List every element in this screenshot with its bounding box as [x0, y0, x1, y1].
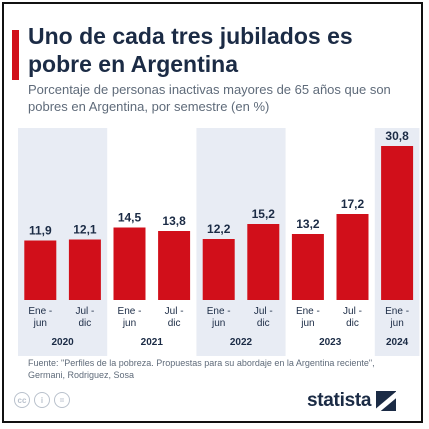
bar-value-label: 13,2	[296, 217, 320, 231]
year-label: 2023	[319, 337, 342, 348]
year-label: 2022	[230, 337, 253, 348]
x-tick-label: Ene -	[207, 306, 231, 317]
bar-value-label: 15,2	[252, 207, 276, 221]
x-tick-label: Jul -	[254, 306, 273, 317]
license-icons: cc i =	[14, 392, 70, 408]
x-tick-label: dic	[346, 318, 359, 329]
x-tick-label: Jul -	[75, 306, 94, 317]
x-tick-label: dic	[168, 318, 181, 329]
bar	[381, 146, 414, 300]
bar-value-label: 14,5	[118, 211, 142, 225]
bar	[113, 227, 146, 300]
x-tick-label: Ene -	[28, 306, 52, 317]
x-tick-label: jun	[211, 318, 225, 329]
bar-value-label: 17,2	[341, 197, 365, 211]
chart-title: Uno de cada tres jubilados es pobre en A…	[28, 23, 353, 77]
bar	[291, 234, 324, 300]
bar-value-label: 13,8	[162, 214, 186, 228]
bar-value-label: 12,1	[73, 223, 97, 237]
year-label: 2021	[141, 337, 164, 348]
x-tick-label: Ene -	[296, 306, 320, 317]
x-tick-label: Ene -	[385, 306, 409, 317]
bar	[247, 224, 280, 300]
x-tick-label: Jul -	[343, 306, 362, 317]
chart-frame	[2, 2, 423, 423]
x-tick-label: jun	[33, 318, 47, 329]
year-label: 2020	[51, 337, 74, 348]
statista-logo-icon	[376, 391, 397, 411]
x-tick-label: dic	[257, 318, 270, 329]
bar-value-label: 30,8	[385, 129, 409, 143]
bar	[202, 239, 235, 300]
equals-icon[interactable]: =	[54, 392, 70, 408]
title-accent-bar	[12, 30, 19, 80]
statista-logo[interactable]: statista	[307, 390, 397, 412]
x-tick-label: jun	[389, 318, 403, 329]
x-tick-label: Jul -	[165, 306, 184, 317]
bar	[158, 231, 191, 300]
bar	[68, 239, 101, 300]
bar	[24, 240, 57, 300]
cc-icon[interactable]: cc	[14, 392, 30, 408]
x-tick-label: Ene -	[118, 306, 142, 317]
x-tick-label: dic	[79, 318, 92, 329]
chart-subtitle: Porcentaje de personas inactivas mayores…	[28, 82, 391, 114]
source-note: Fuente: "Perfiles de la pobreza. Propues…	[28, 358, 375, 380]
bar-value-label: 12,2	[207, 222, 231, 236]
person-icon[interactable]: i	[34, 392, 50, 408]
x-tick-label: jun	[122, 318, 136, 329]
bar	[336, 214, 369, 300]
year-label: 2024	[386, 337, 409, 348]
bar-value-label: 11,9	[29, 224, 52, 238]
x-tick-label: jun	[300, 318, 314, 329]
statista-logo-text: statista	[307, 390, 372, 411]
